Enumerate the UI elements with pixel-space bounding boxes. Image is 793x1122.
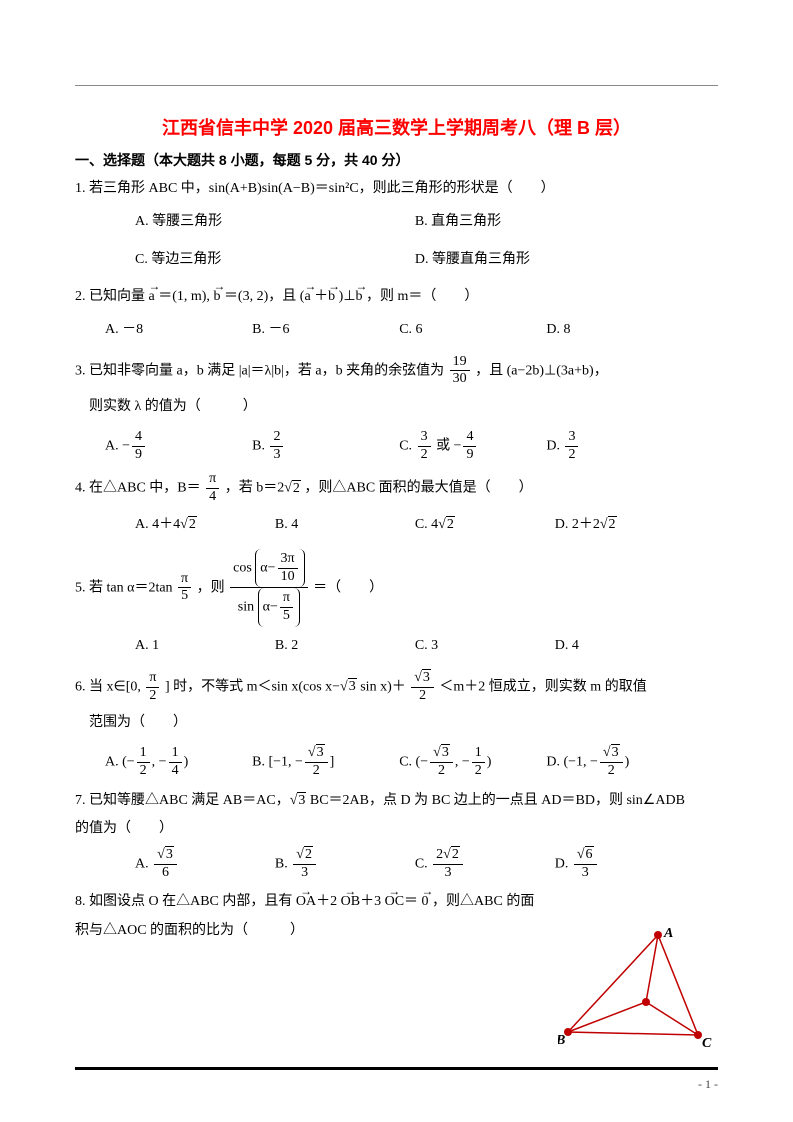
- q3-opt-a: A. −49: [105, 429, 252, 464]
- q5-opt-a: A. 1: [135, 631, 275, 662]
- q2-t5: )⊥: [339, 289, 356, 304]
- q3-t2: ，且 (a−2b)⊥(3a+b)，: [475, 363, 608, 378]
- q2-opt-d: D. 8: [546, 315, 693, 346]
- q7-opt-d: D. √63: [555, 847, 695, 882]
- q1-opt-a: A. 等腰三角形: [135, 207, 415, 238]
- q7-stem2: 的值为（ ）: [75, 816, 718, 843]
- q3-opt-d: D. 32: [546, 429, 693, 464]
- q6-opt-c: C. (−√32, −12): [399, 745, 546, 780]
- q4-t1: 4. 在△ABC 中，B＝: [75, 481, 201, 496]
- q4-opt-d: D. 2＋2√2: [555, 510, 695, 541]
- q3-t1: 3. 已知非零向量 a，b 满足 |a|＝λ|b|，若 a，b 夹角的余弦值为: [75, 363, 448, 378]
- q8-stem1: 8. 如图设点 O 在△ABC 内部，且有 OA＋2 OB＋3 OC＝ 0 ，则…: [75, 889, 718, 916]
- q6-t1: 6. 当 x∈[0,: [75, 679, 144, 694]
- q8-t2: ，则△ABC 的面: [432, 894, 534, 909]
- q4-opt-b: B. 4: [275, 510, 415, 541]
- q5-opt-c: C. 3: [415, 631, 555, 662]
- q1-opt-d: D. 等腰直角三角形: [415, 245, 695, 276]
- q6-t3: sin x)＋: [360, 679, 406, 694]
- vec-ob-icon: OB: [341, 889, 360, 916]
- q7-t2: BC＝2AB，点 D 为 BC 边上的一点且 AD＝BD，则 sin∠ADB: [310, 793, 685, 808]
- q7-opt-a: A. √36: [135, 847, 275, 882]
- q5-opt-d: D. 4: [555, 631, 695, 662]
- q5-opts: A. 1 B. 2 C. 3 D. 4: [75, 631, 718, 662]
- q1-opts-row2: C. 等边三角形 D. 等腰直角三角形: [75, 245, 718, 276]
- vec-a-icon: a: [149, 284, 155, 311]
- q1-opts-row1: A. 等腰三角形 B. 直角三角形: [75, 207, 718, 238]
- q4-opt-c: C. 4√2: [415, 510, 555, 541]
- q5-opt-b: B. 2: [275, 631, 415, 662]
- q4-sqrt: 2: [292, 480, 301, 496]
- q4-t2: ，若 b＝2: [225, 481, 285, 496]
- q6-opt-b: B. [−1, −√32]: [252, 745, 399, 780]
- q2-t1: 2. 已知向量: [75, 289, 149, 304]
- q6-stem2: 范围为（ ）: [89, 710, 718, 737]
- q8-t1: 8. 如图设点 O 在△ABC 内部，且有: [75, 894, 296, 909]
- q5-big-frac: cos α−3π10 sin α−π5: [230, 549, 307, 627]
- q6-opt-a: A. (−12, −14): [105, 745, 252, 780]
- q4-t3: ，则△ABC 面积的最大值是（ ）: [304, 481, 532, 496]
- top-rule: [75, 85, 718, 86]
- q2-opt-c: C. 6: [399, 315, 546, 346]
- svg-text:C: C: [702, 1036, 712, 1051]
- page-number: - 1 -: [698, 1077, 718, 1092]
- vec-zero-icon: 0: [422, 889, 429, 916]
- q8-triangle-diagram: A B C: [558, 927, 713, 1052]
- q2-t3: ＝(3, 2)，且 (: [224, 289, 305, 304]
- q2-opt-b: B. －6: [252, 315, 399, 346]
- page: 江西省信丰中学 2020 届高三数学上学期周考八（理 B 层） 一、选择题（本大…: [0, 0, 793, 1122]
- vec-b-icon: b: [213, 284, 220, 311]
- doc-title: 江西省信丰中学 2020 届高三数学上学期周考八（理 B 层）: [75, 114, 718, 140]
- q6-f2: √32: [411, 670, 434, 705]
- q6-opts: A. (−12, −14) B. [−1, −√32] C. (−√32, −1…: [75, 745, 718, 780]
- footer-rule: [75, 1067, 718, 1070]
- vec-b2-icon: b: [328, 284, 335, 311]
- q5-tan-frac: π5: [178, 571, 191, 606]
- q5-t2: ，则: [197, 580, 229, 595]
- vec-oa-icon: OA: [296, 889, 316, 916]
- q6-lim-frac: π2: [146, 670, 159, 705]
- q2-t6: ，则 m＝（ ）: [366, 289, 478, 304]
- q3-stem1: 3. 已知非零向量 a，b 满足 |a|＝λ|b|，若 a，b 夹角的余弦值为 …: [75, 354, 718, 389]
- q2-t4: ＋: [314, 289, 328, 304]
- q2-stem: 2. 已知向量 a ＝(1, m), b ＝(3, 2)，且 (a ＋b )⊥b…: [75, 284, 718, 311]
- q7-sq: 3: [297, 792, 306, 808]
- q4-opts: A. 4＋4√2 B. 4 C. 4√2 D. 2＋2√2: [75, 510, 718, 541]
- q5-stem: 5. 若 tan α＝2tan π5 ，则 cos α−3π10 sin α−π…: [75, 549, 718, 627]
- vec-a2-icon: a: [304, 284, 310, 311]
- q5-top-paren: α−3π10: [255, 549, 304, 588]
- vec-b3-icon: b: [356, 284, 363, 311]
- q7-t1: 7. 已知等腰△ABC 满足 AB＝AC，: [75, 793, 290, 808]
- q4-stem: 4. 在△ABC 中，B＝ π4 ，若 b＝2√2 ，则△ABC 面积的最大值是…: [75, 471, 718, 506]
- q5-bot-paren: α−π5: [258, 588, 300, 627]
- q2-t2: ＝(1, m),: [158, 289, 213, 304]
- q7-opts: A. √36 B. √23 C. 2√23 D. √63: [75, 847, 718, 882]
- q7-opt-b: B. √23: [275, 847, 415, 882]
- q6-t4: ＜m＋2 恒成立，则实数 m 的取值: [439, 679, 646, 694]
- section-heading: 一、选择题（本大题共 8 小题，每题 5 分，共 40 分）: [75, 150, 718, 170]
- q7-stem1: 7. 已知等腰△ABC 满足 AB＝AC，√3 BC＝2AB，点 D 为 BC …: [75, 788, 718, 815]
- q3-frac: 1930: [450, 354, 470, 389]
- q4-opt-a: A. 4＋4√2: [135, 510, 275, 541]
- q3-opts: A. −49 B. 23 C. 32 或 −49 D. 32: [75, 429, 718, 464]
- q1-opt-c: C. 等边三角形: [135, 245, 415, 276]
- q2-opt-a: A. －8: [105, 315, 252, 346]
- q3-opt-c: C. 32 或 −49: [399, 429, 546, 464]
- q6-stem1: 6. 当 x∈[0, π2 ] 时，不等式 m＜sin x(cos x−√3 s…: [75, 670, 718, 705]
- q3-opt-b: B. 23: [252, 429, 399, 464]
- q6-t2: ] 时，不等式 m＜sin x(cos x−: [165, 679, 340, 694]
- q2-opts: A. －8 B. －6 C. 6 D. 8: [75, 315, 718, 346]
- q7-opt-c: C. 2√23: [415, 847, 555, 882]
- svg-text:B: B: [558, 1033, 565, 1048]
- q1-opt-b: B. 直角三角形: [415, 207, 695, 238]
- svg-text:A: A: [663, 927, 673, 941]
- q1-stem: 1. 若三角形 ABC 中，sin(A+B)sin(A−B)＝sin²C，则此三…: [75, 176, 718, 203]
- vec-oc-icon: OC: [385, 889, 404, 916]
- q5-t1: 5. 若 tan α＝2tan: [75, 580, 173, 595]
- q5-t3: ＝（ ）: [313, 580, 383, 595]
- q3-stem2: 则实数 λ 的值为（ ）: [89, 394, 718, 421]
- q6-opt-d: D. (−1, −√32): [546, 745, 693, 780]
- q6-sq1: 3: [348, 678, 357, 694]
- q4-frac-b: π4: [206, 471, 219, 506]
